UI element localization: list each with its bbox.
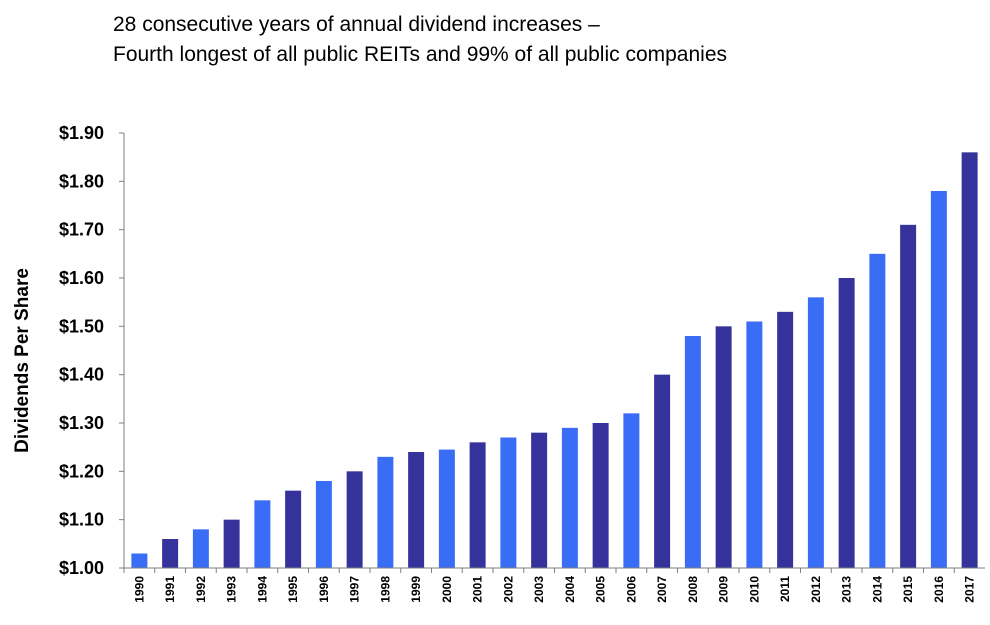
x-tick-label-2013: 2013 [840, 576, 854, 603]
x-tick-label-2008: 2008 [686, 576, 700, 603]
bar-2002 [500, 437, 517, 568]
bar-2005 [592, 423, 609, 568]
bar-1993 [223, 519, 240, 568]
bar-2004 [561, 427, 578, 568]
x-tick-label-1997: 1997 [348, 576, 362, 603]
bar-2012 [807, 297, 824, 568]
chart-title: 28 consecutive years of annual dividend … [113, 10, 727, 70]
bar-2008 [684, 336, 701, 568]
y-tick-label: $1.50 [59, 316, 104, 336]
bar-1998 [377, 456, 394, 568]
y-axis-label: Dividends Per Share [12, 268, 33, 453]
y-tick-label: $1.30 [59, 413, 104, 433]
x-tick-label-2009: 2009 [717, 576, 731, 603]
bar-1994 [254, 500, 271, 568]
x-tick-label-1996: 1996 [317, 576, 331, 603]
bar-2013 [838, 278, 855, 568]
x-tick-label-2003: 2003 [532, 576, 546, 603]
bar-1996 [315, 481, 332, 568]
bar-2001 [469, 442, 486, 568]
y-ticks-group: $1.00 $1.10 $1.20 $1.30 $1.40 $1.50 $1.60 $1.70… [59, 123, 124, 578]
y-tick-label: $1.90 [59, 123, 104, 143]
bar-1995 [285, 490, 302, 568]
bar-2015 [900, 224, 917, 569]
bar-1992 [192, 529, 209, 568]
y-tick-label: $1.10 [59, 510, 104, 530]
x-tick-label-2012: 2012 [809, 576, 823, 603]
chart-title-line-2: Fourth longest of all public REITs and 9… [113, 43, 728, 66]
bar-2000 [438, 449, 455, 568]
y-tick-label: $1.60 [59, 268, 104, 288]
x-tick-label-2001: 2001 [471, 576, 485, 603]
axes-group [123, 133, 985, 569]
y-tick-label: $1.00 [59, 558, 104, 578]
bar-2006 [623, 413, 640, 568]
bar-2010 [746, 321, 763, 568]
x-tick-label-2007: 2007 [655, 576, 669, 603]
x-ticks-group: 1990 1991 1992 1993 1994 1995 1996 1997 1998 1999… [123, 568, 977, 603]
bar-1997 [346, 471, 363, 568]
y-tick-label: $1.20 [59, 461, 104, 481]
x-tick-label-2000: 2000 [440, 576, 454, 603]
bars-group [131, 152, 978, 569]
y-tick-label: $1.70 [59, 220, 104, 240]
x-tick-label-1992: 1992 [194, 576, 208, 603]
bar-2003 [531, 432, 548, 568]
bar-1990 [131, 553, 148, 568]
x-tick-label-2011: 2011 [778, 576, 792, 602]
bar-2009 [715, 326, 732, 568]
x-tick-label-2014: 2014 [870, 576, 884, 603]
x-tick-label-2016: 2016 [932, 576, 946, 603]
bar-2016 [930, 191, 947, 568]
x-tick-label-1994: 1994 [255, 576, 269, 603]
x-tick-label-2017: 2017 [963, 576, 977, 603]
x-tick-label-2010: 2010 [747, 576, 761, 603]
bar-2014 [869, 253, 886, 569]
bar-2011 [777, 311, 794, 568]
x-tick-label-1990: 1990 [132, 576, 146, 603]
x-tick-label-2005: 2005 [594, 576, 608, 603]
y-tick-label: $1.40 [59, 365, 104, 385]
x-tick-label-1995: 1995 [286, 576, 300, 603]
chart-title-line-1: 28 consecutive years of annual dividend … [113, 13, 600, 36]
x-tick-label-1993: 1993 [225, 576, 239, 603]
x-tick-label-1999: 1999 [409, 576, 423, 603]
y-tick-label: $1.80 [59, 171, 104, 191]
bar-2017 [961, 152, 978, 569]
x-tick-label-2004: 2004 [563, 576, 577, 603]
x-tick-label-2015: 2015 [901, 576, 915, 603]
bar-2007 [654, 374, 671, 568]
x-tick-label-2002: 2002 [501, 576, 515, 603]
bar-1999 [408, 452, 425, 568]
x-tick-label-1991: 1991 [163, 576, 177, 603]
bar-1991 [162, 539, 179, 568]
x-tick-label-2006: 2006 [624, 576, 638, 603]
x-tick-label-1998: 1998 [378, 576, 392, 603]
